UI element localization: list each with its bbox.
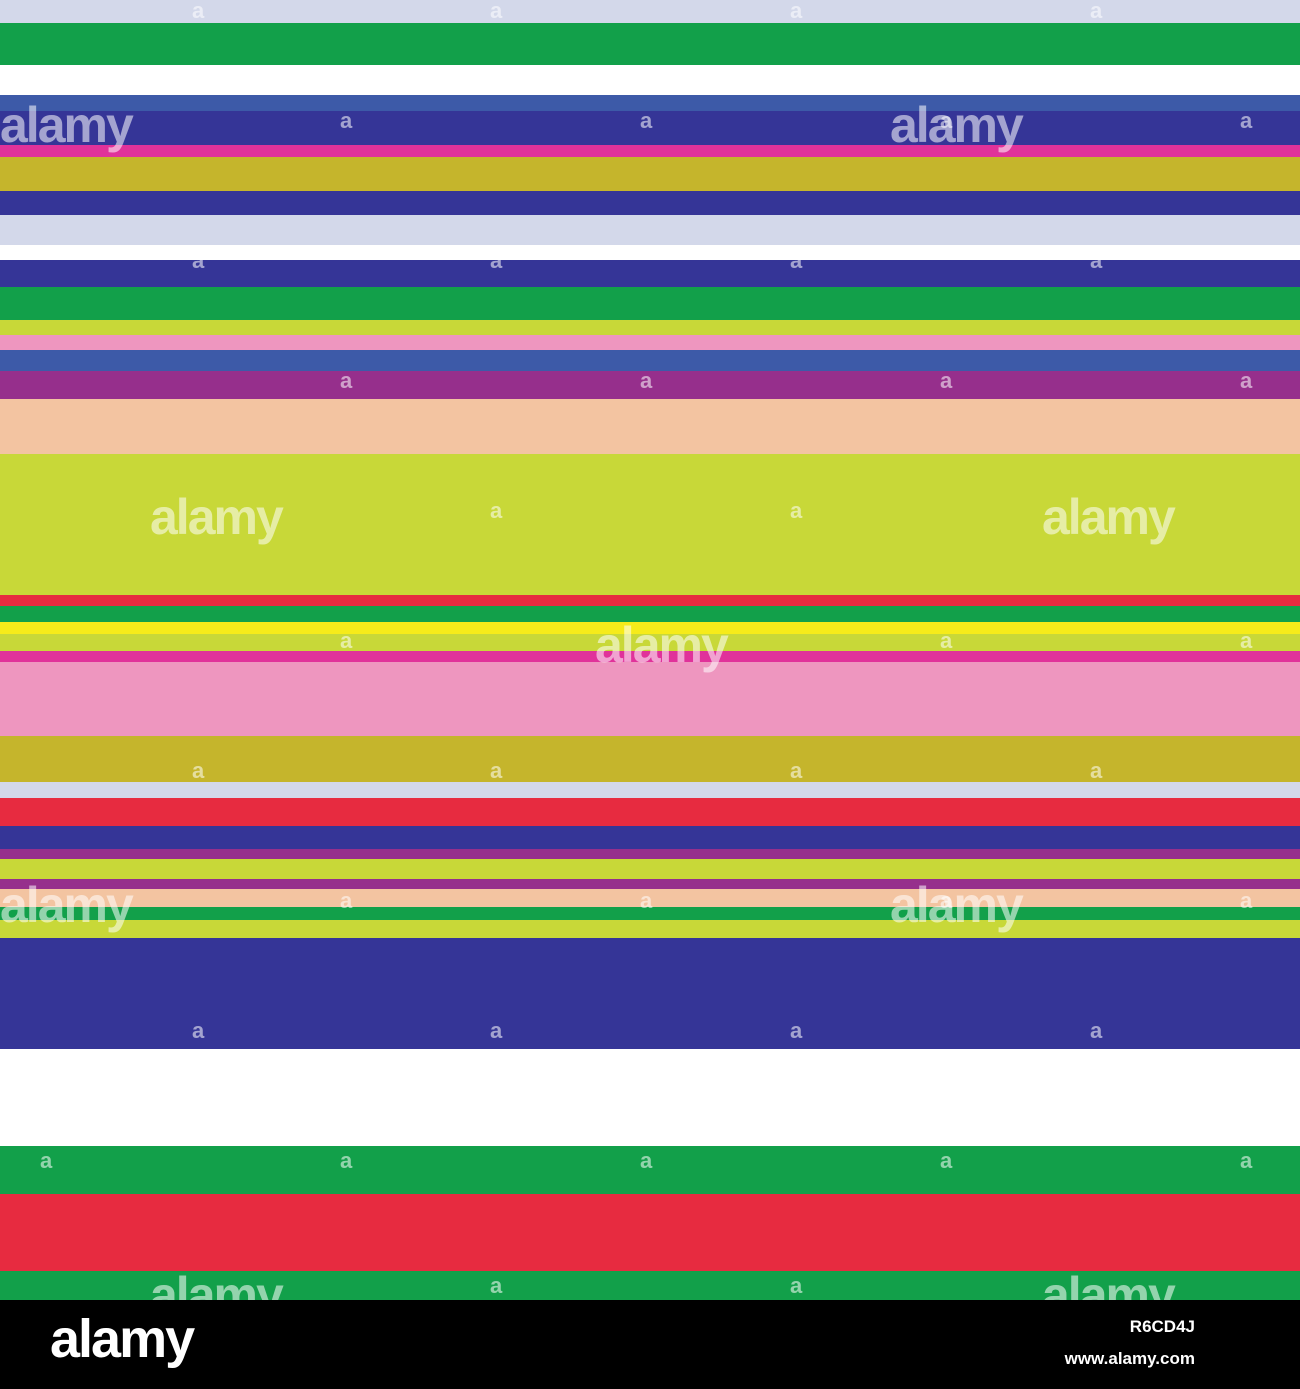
stripe bbox=[0, 606, 1300, 622]
stripe bbox=[0, 920, 1300, 938]
stripe bbox=[0, 1146, 1300, 1194]
stripe bbox=[0, 736, 1300, 782]
stripe bbox=[0, 335, 1300, 350]
stripe bbox=[0, 595, 1300, 606]
stripe bbox=[0, 849, 1300, 859]
stripe bbox=[0, 350, 1300, 371]
stripe bbox=[0, 215, 1300, 245]
stripe bbox=[0, 111, 1300, 145]
image-id: R6CD4J bbox=[1129, 1317, 1195, 1336]
alamy-logo: alamy bbox=[50, 1309, 195, 1369]
stripe bbox=[0, 287, 1300, 320]
stripe bbox=[0, 191, 1300, 215]
stripe bbox=[0, 95, 1300, 111]
stripe bbox=[0, 782, 1300, 798]
stripe bbox=[0, 260, 1300, 287]
stripe bbox=[0, 879, 1300, 889]
stripe bbox=[0, 826, 1300, 849]
site-url: www.alamy.com bbox=[1064, 1349, 1195, 1368]
stripe bbox=[0, 23, 1300, 65]
stripe bbox=[0, 651, 1300, 662]
stripe bbox=[0, 798, 1300, 826]
stripe bbox=[0, 371, 1300, 399]
stripe bbox=[0, 1271, 1300, 1300]
stripe bbox=[0, 1049, 1300, 1146]
stripe bbox=[0, 1194, 1300, 1271]
stripe bbox=[0, 245, 1300, 260]
stripe bbox=[0, 634, 1300, 651]
stripe bbox=[0, 662, 1300, 736]
stripe bbox=[0, 907, 1300, 920]
stripe bbox=[0, 938, 1300, 1049]
stripe bbox=[0, 399, 1300, 454]
stripe bbox=[0, 622, 1300, 634]
stripe bbox=[0, 320, 1300, 335]
stripe bbox=[0, 157, 1300, 191]
striped-pattern bbox=[0, 0, 1300, 1300]
footer-bar: alamy R6CD4J www.alamy.com bbox=[0, 1300, 1300, 1389]
stripe bbox=[0, 0, 1300, 23]
stripe bbox=[0, 145, 1300, 157]
stripe bbox=[0, 889, 1300, 907]
stripe bbox=[0, 65, 1300, 95]
stripe bbox=[0, 454, 1300, 595]
stripe bbox=[0, 859, 1300, 879]
